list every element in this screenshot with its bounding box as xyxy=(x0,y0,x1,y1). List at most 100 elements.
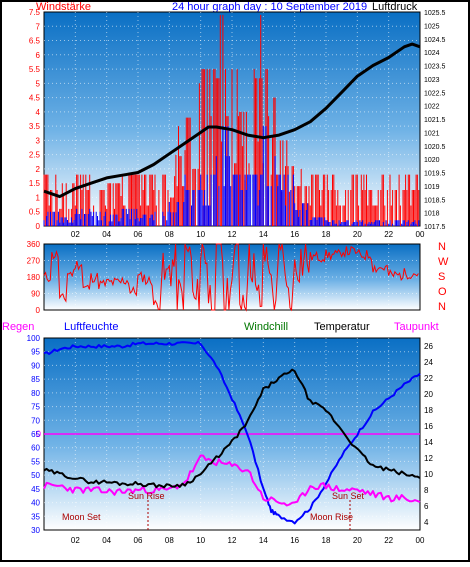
wind-tick-label: 5.5 xyxy=(29,65,41,74)
temperature-tick-label: 10 xyxy=(424,470,433,479)
humidity-tick-label: 65 xyxy=(31,430,40,439)
x-tick-label: 10 xyxy=(196,536,205,545)
legend-windchill: Windchill xyxy=(244,321,288,333)
x-tick-label: 14 xyxy=(259,230,268,239)
wind-tick-label: 6.5 xyxy=(29,37,41,46)
sun-rise-label: Sun Rise xyxy=(128,491,165,501)
pressure-tick-label: 1020.5 xyxy=(424,144,446,151)
temperature-tick-label: 24 xyxy=(424,358,433,367)
wind-tick-label: 2 xyxy=(36,165,41,174)
x-tick-label: 10 xyxy=(196,230,205,239)
x-tick-label: 02 xyxy=(71,536,80,545)
pressure-tick-label: 1021 xyxy=(424,130,440,137)
x-tick-label: 08 xyxy=(165,230,174,239)
humidity-tick-label: 40 xyxy=(31,499,40,508)
wind-direction-line xyxy=(43,243,419,312)
direction-tick-label: 270 xyxy=(27,257,41,266)
pressure-tick-label: 1021.5 xyxy=(424,117,446,124)
pressure-axis-ticks: 1017.5 1018 1018.5 1019 1019.5 1020 1020.5 1021… xyxy=(424,10,446,231)
x-tick-label: 06 xyxy=(134,230,143,239)
humidity-tick-label: 85 xyxy=(31,375,40,384)
wind-axis-ticks: 0 0.5 1 1.5 2 2.5 3 3.5 4 4.5 5 5.5 6 6.5 7 7.5 xyxy=(29,8,41,231)
wind-tick-label: 1.5 xyxy=(29,179,41,188)
humidity-tick-label: 75 xyxy=(31,403,40,412)
humidity-line xyxy=(43,340,421,525)
wind-tick-label: 1 xyxy=(36,193,41,202)
direction-tick-label: 0 xyxy=(36,306,41,315)
wind-speed-series xyxy=(43,14,420,226)
compass-label: N xyxy=(438,241,446,253)
wind-tick-label: 5 xyxy=(36,79,41,88)
x-tick-label: 08 xyxy=(165,536,174,545)
humidity-tick-label: 60 xyxy=(31,444,40,453)
x-tick-label: 00 xyxy=(416,536,425,545)
temperature-tick-label: 16 xyxy=(424,422,433,431)
dewpoint-line xyxy=(43,454,421,507)
wind-title: Windstärke xyxy=(36,1,91,13)
legend-taupunkt: Taupunkt xyxy=(394,321,439,333)
wind-tick-label: 3.5 xyxy=(29,122,41,131)
pressure-tick-label: 1022.5 xyxy=(424,90,446,97)
pressure-tick-label: 1023 xyxy=(424,77,440,84)
moon-rise-label: Moon Rise xyxy=(310,512,353,522)
wind-tick-label: 0 xyxy=(36,222,41,231)
wind-tick-label: 3 xyxy=(36,136,41,145)
time-x-axis-ticks: 02 04 06 08 10 12 14 16 18 20 22 00 xyxy=(71,536,425,545)
pressure-tick-label: 1019.5 xyxy=(424,171,446,178)
temperature-line xyxy=(43,368,421,489)
temperature-tick-label: 20 xyxy=(424,390,433,399)
temperature-tick-label: 6 xyxy=(424,502,429,511)
temperature-tick-label: 22 xyxy=(424,374,433,383)
direction-tick-label: 90 xyxy=(31,290,40,299)
pressure-tick-label: 1024.5 xyxy=(424,37,446,44)
wind-tick-label: 7.5 xyxy=(29,8,41,17)
direction-tick-label: 180 xyxy=(27,273,41,282)
x-tick-label: 04 xyxy=(102,536,111,545)
pressure-tick-label: 1018.5 xyxy=(424,197,446,204)
moon-set-label: Moon Set xyxy=(62,512,101,522)
compass-label: S xyxy=(438,271,445,283)
pressure-tick-label: 1025 xyxy=(424,23,440,30)
humidity-tick-label: 30 xyxy=(31,526,40,535)
legend-luftfeuchte: Luftfeuchte xyxy=(64,321,118,333)
x-tick-label: 02 xyxy=(71,230,80,239)
wind-tick-label: 4.5 xyxy=(29,94,41,103)
humidity-temperature-series xyxy=(43,340,421,525)
x-tick-label: 22 xyxy=(384,230,393,239)
x-tick-label: 16 xyxy=(290,230,299,239)
sun-set-label: Sun Set xyxy=(332,491,365,501)
graph-title: 24 hour graph day : 10 September 2019 xyxy=(172,1,367,13)
x-tick-label: 16 xyxy=(290,536,299,545)
pressure-line xyxy=(43,42,421,199)
temperature-tick-label: 14 xyxy=(424,438,433,447)
humidity-tick-label: 70 xyxy=(31,416,40,425)
x-tick-label: 12 xyxy=(228,230,237,239)
humidity-temperature-grid xyxy=(44,338,420,530)
wind-average-line xyxy=(43,126,420,226)
x-tick-label: 12 xyxy=(228,536,237,545)
pressure-title: Luftdruck xyxy=(372,1,418,13)
pressure-tick-label: 1024 xyxy=(424,50,440,57)
legend-temperatur: Temperatur xyxy=(314,321,370,333)
humidity-axis-ticks: 30 35 40 45 50 55 60 65 70 75 80 85 90 95 100 xyxy=(27,334,41,535)
pressure-tick-label: 1018 xyxy=(424,211,440,218)
compass-label: O xyxy=(438,286,447,298)
temperature-tick-label: 18 xyxy=(424,406,433,415)
wind-tick-label: 6 xyxy=(36,51,41,60)
humidity-tick-label: 100 xyxy=(27,334,41,343)
temperature-axis-ticks: 4 6 8 10 12 14 16 18 20 22 24 26 xyxy=(424,342,433,527)
temperature-tick-label: 8 xyxy=(424,486,429,495)
direction-tick-label: 360 xyxy=(27,240,41,249)
pressure-series xyxy=(43,42,421,199)
legend-regen: Regen xyxy=(2,321,34,333)
wind-tick-label: 0.5 xyxy=(29,208,41,217)
wind-tick-label: 2.5 xyxy=(29,151,41,160)
temperature-tick-label: 26 xyxy=(424,342,433,351)
zero-reference-label: 0 xyxy=(36,429,41,439)
x-tick-label: 18 xyxy=(322,536,331,545)
humidity-tick-label: 50 xyxy=(31,471,40,480)
x-tick-label: 18 xyxy=(322,230,331,239)
